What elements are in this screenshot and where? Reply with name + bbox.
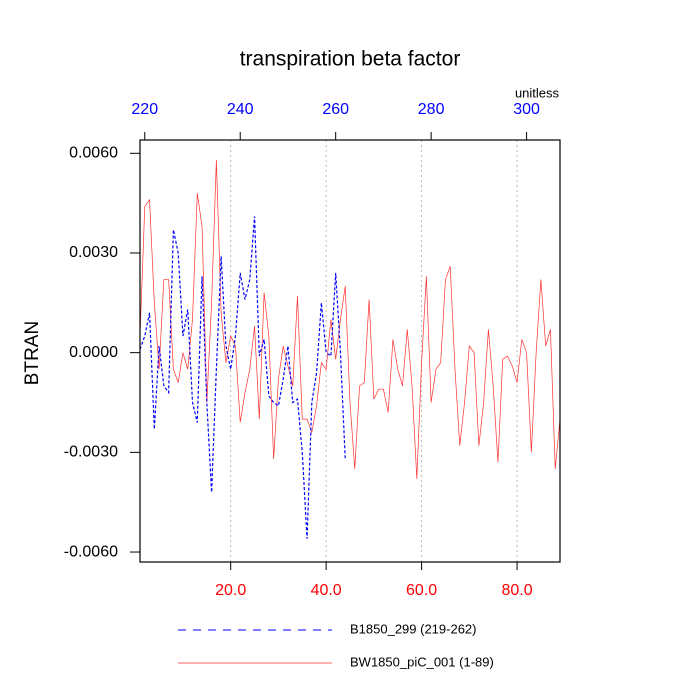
legend-label: B1850_299 (219-262) xyxy=(350,621,477,636)
x2-tick-label: 300 xyxy=(513,101,540,118)
x2-axis-unit: unitless xyxy=(515,85,560,100)
x2-tick-label: 220 xyxy=(131,101,158,118)
y-tick-label: 0.0060 xyxy=(69,145,118,162)
chart-title: transpiration beta factor xyxy=(240,48,461,71)
x-tick-label: 20.0 xyxy=(215,582,246,599)
y-tick-label: 0.0000 xyxy=(69,344,118,361)
y-tick-label: 0.0030 xyxy=(69,244,118,261)
y-axis-label: BTRAN xyxy=(22,321,43,385)
x-tick-label: 60.0 xyxy=(406,582,437,599)
data-line xyxy=(139,159,561,479)
y-tick-label: -0.0060 xyxy=(64,543,118,560)
x-tick-label: 40.0 xyxy=(311,582,342,599)
data-line xyxy=(139,216,346,539)
x2-tick-label: 240 xyxy=(227,101,254,118)
plot-frame xyxy=(139,139,561,563)
legend-label: BW1850_piC_001 (1-89) xyxy=(350,654,494,669)
x-tick-label: 80.0 xyxy=(501,582,532,599)
x2-tick-label: 280 xyxy=(418,101,445,118)
y-tick-label: -0.0030 xyxy=(64,444,118,461)
x2-tick-label: 260 xyxy=(322,101,349,118)
